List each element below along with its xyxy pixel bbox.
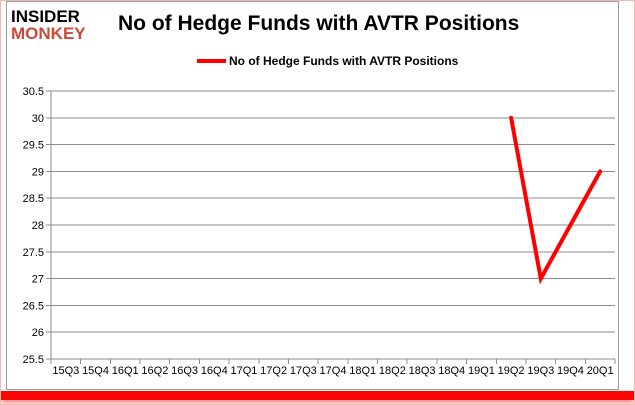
x-tick-label: 16Q4 xyxy=(201,365,228,377)
x-tick-label: 18Q1 xyxy=(349,365,376,377)
logo-line-monkey: MONKEY xyxy=(11,23,86,43)
x-tick-label: 17Q1 xyxy=(230,365,257,377)
bottom-red-bar xyxy=(1,391,634,400)
x-tick-label: 19Q1 xyxy=(468,365,495,377)
chart-area-frame xyxy=(6,1,619,390)
y-tick-label: 26 xyxy=(32,327,44,339)
legend-label: No of Hedge Funds with AVTR Positions xyxy=(229,54,459,68)
x-tick-label: 15Q4 xyxy=(82,365,109,377)
x-tick-label: 19Q2 xyxy=(498,365,525,377)
y-tick-label: 28 xyxy=(32,220,44,232)
x-tick-label: 15Q3 xyxy=(52,365,79,377)
y-tick-label: 28.5 xyxy=(23,193,44,205)
series-line xyxy=(509,115,603,285)
y-tick-label: 30 xyxy=(32,113,44,125)
y-tick-label: 30.5 xyxy=(23,86,44,98)
x-tick-label: 17Q2 xyxy=(260,365,287,377)
insider-monkey-logo: INSIDER MONKEY xyxy=(11,7,86,43)
logo-line-insider: INSIDER xyxy=(11,7,80,26)
x-tick-label: 16Q2 xyxy=(141,365,168,377)
x-tick-label: 20Q1 xyxy=(587,365,614,377)
y-tick-label: 27 xyxy=(32,274,44,286)
x-tick-label: 18Q4 xyxy=(438,365,465,377)
x-tick-label: 18Q2 xyxy=(379,365,406,377)
y-tick-label: 29.5 xyxy=(23,140,44,152)
chart-title: No of Hedge Funds with AVTR Positions xyxy=(118,12,520,35)
x-tick-label: 16Q3 xyxy=(171,365,198,377)
y-tick-label: 29 xyxy=(32,166,44,178)
legend-line-swatch xyxy=(197,59,226,63)
y-tick-label: 25.5 xyxy=(23,354,44,366)
x-tick-label: 16Q1 xyxy=(112,365,139,377)
x-tick-label: 19Q3 xyxy=(527,365,554,377)
x-tick-label: 17Q3 xyxy=(290,365,317,377)
y-tick-label: 27.5 xyxy=(23,247,44,259)
x-tick-label: 18Q3 xyxy=(409,365,436,377)
x-tick-label: 19Q4 xyxy=(557,365,584,377)
x-tick-label: 17Q4 xyxy=(320,365,347,377)
legend: No of Hedge Funds with AVTR Positions xyxy=(197,53,458,69)
y-tick-label: 26.5 xyxy=(23,300,44,312)
